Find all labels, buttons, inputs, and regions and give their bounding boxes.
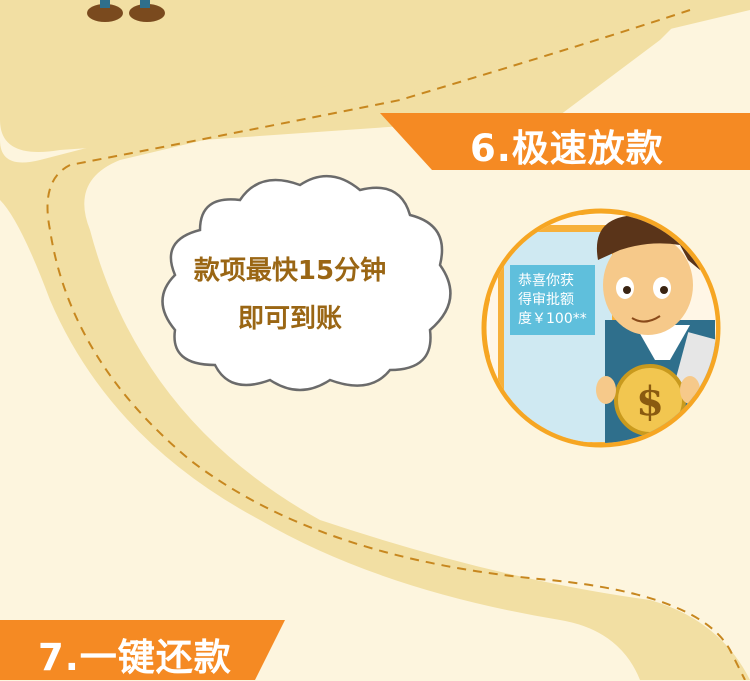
step7-ribbon xyxy=(0,620,285,680)
screen-text-line3: 度￥100** xyxy=(518,311,587,327)
step6-title: 6.极速放款 xyxy=(470,127,664,170)
road-dashed-line xyxy=(46,9,746,680)
cloud-bubble xyxy=(161,174,452,392)
step7-title: 7.一键还款 xyxy=(38,636,232,679)
svg-text:$: $ xyxy=(636,378,664,425)
cloud-text-line1: 款项最快15分钟 xyxy=(193,256,387,286)
cloud-text-line2: 即可到账 xyxy=(237,304,342,334)
screen-text-line1: 恭喜你获 xyxy=(518,273,574,289)
shoes-icon xyxy=(87,0,165,22)
step6-ribbon xyxy=(380,113,750,170)
screen-text-line2: 得审批额 xyxy=(518,292,574,308)
approval-portrait: $ xyxy=(481,208,721,448)
